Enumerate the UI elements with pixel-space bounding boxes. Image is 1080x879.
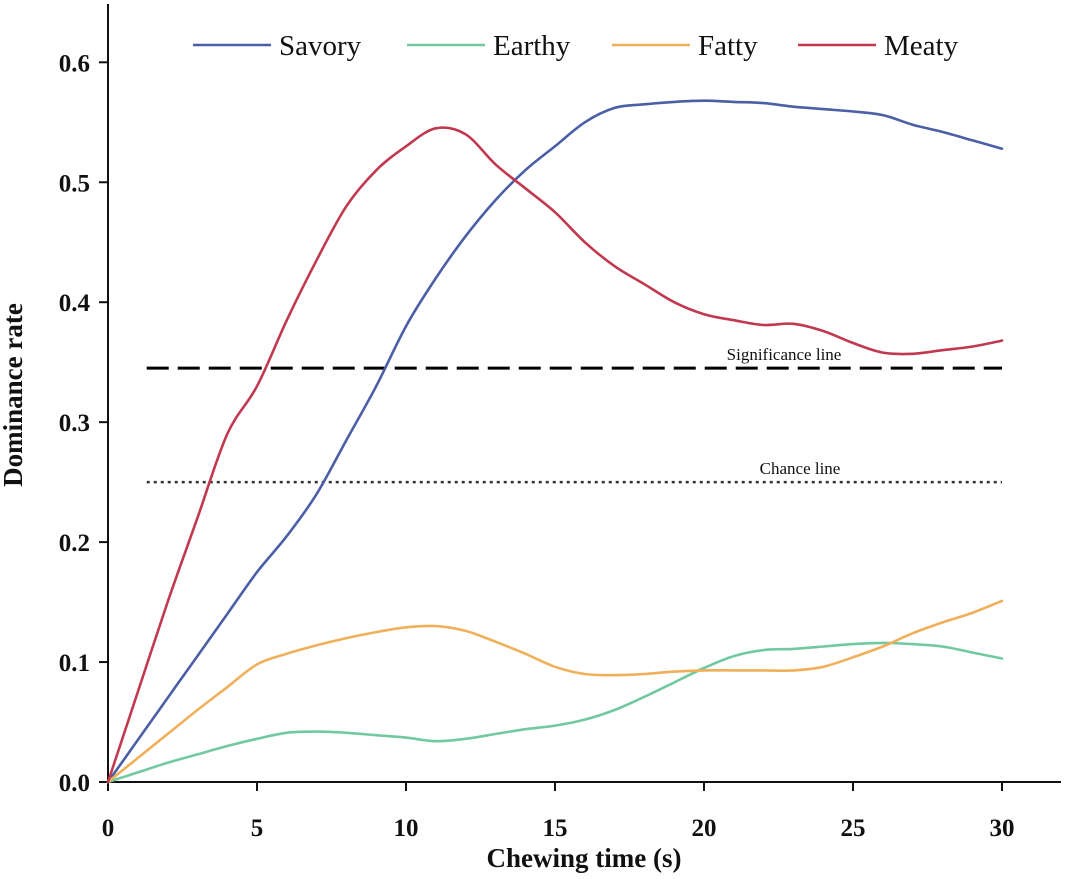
legend-label-earthy: Earthy (493, 30, 571, 62)
series-line-earthy (106, 641, 1004, 784)
legend-label-meaty: Meaty (884, 30, 959, 62)
x-tick-label: 5 (251, 815, 264, 842)
x-tick-label: 20 (692, 815, 717, 842)
significance-line-label: Significance line (727, 345, 842, 364)
legend-label-savory: Savory (279, 30, 362, 62)
y-tick-label: 0.0 (59, 770, 90, 797)
y-ticks: 0.0 0.1 0.2 0.3 0.4 0.5 0.6 (59, 50, 108, 797)
x-tick-label: 15 (543, 815, 568, 842)
series-lines (106, 99, 1004, 784)
chance-line-label: Chance line (760, 459, 841, 478)
axes (107, 4, 1061, 783)
reference-lines: Significance line Chance line (146, 345, 1002, 484)
series-line-meaty (106, 126, 1004, 784)
y-axis-title: Dominance rate (0, 303, 28, 487)
y-tick-label: 0.3 (59, 410, 90, 437)
y-tick-label: 0.2 (59, 530, 90, 557)
x-tick-label: 30 (990, 815, 1015, 842)
y-tick-label: 0.6 (59, 50, 90, 77)
x-tick-label: 25 (841, 815, 866, 842)
x-tick-label: 10 (394, 815, 419, 842)
x-axis-title: Chewing time (s) (487, 843, 682, 873)
y-tick-label: 0.4 (59, 290, 91, 317)
x-ticks: 0 5 10 15 20 25 30 (102, 782, 1015, 842)
series-line-savory (106, 99, 1004, 784)
y-tick-label: 0.1 (59, 650, 90, 677)
series-line-fatty (106, 599, 1004, 784)
x-tick-label: 0 (102, 815, 115, 842)
legend-label-fatty: Fatty (698, 30, 758, 62)
legend: Savory Earthy Fatty Meaty (193, 30, 959, 62)
y-tick-label: 0.5 (59, 170, 90, 197)
